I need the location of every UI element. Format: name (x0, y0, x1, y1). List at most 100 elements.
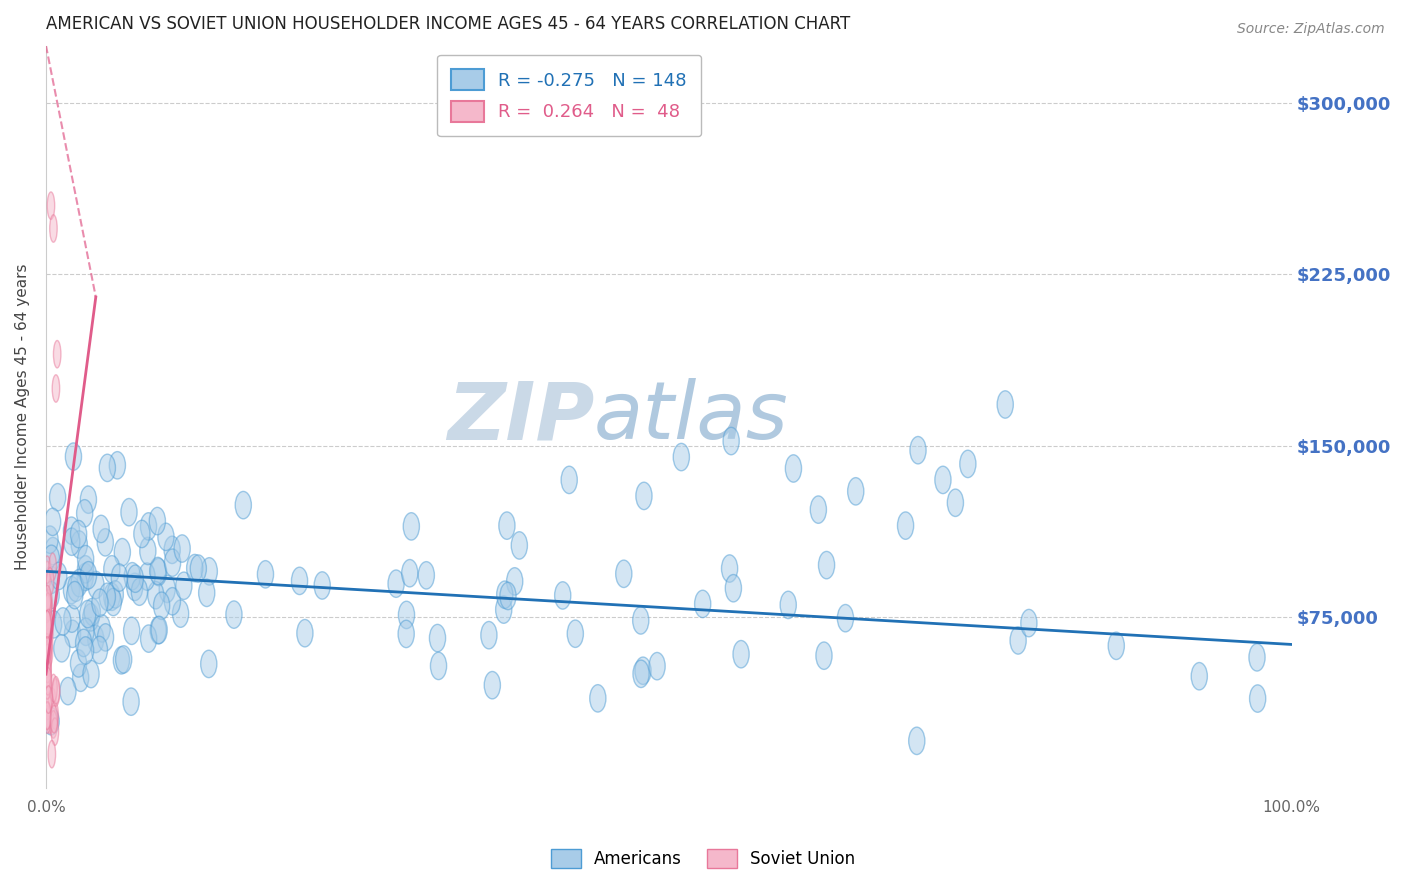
Ellipse shape (45, 508, 60, 535)
Ellipse shape (723, 427, 740, 455)
Ellipse shape (633, 607, 648, 634)
Ellipse shape (198, 579, 215, 607)
Ellipse shape (418, 562, 434, 589)
Ellipse shape (910, 436, 927, 464)
Ellipse shape (44, 582, 59, 609)
Ellipse shape (650, 652, 665, 680)
Ellipse shape (51, 562, 67, 590)
Ellipse shape (148, 582, 165, 609)
Ellipse shape (44, 556, 51, 583)
Ellipse shape (80, 562, 97, 589)
Ellipse shape (997, 391, 1014, 418)
Ellipse shape (149, 558, 166, 584)
Ellipse shape (725, 574, 741, 602)
Ellipse shape (44, 672, 51, 699)
Ellipse shape (291, 567, 308, 595)
Ellipse shape (235, 491, 252, 519)
Ellipse shape (636, 657, 651, 684)
Ellipse shape (80, 486, 97, 514)
Ellipse shape (77, 618, 94, 646)
Ellipse shape (174, 535, 190, 562)
Ellipse shape (150, 558, 167, 586)
Ellipse shape (97, 624, 114, 651)
Ellipse shape (153, 592, 170, 619)
Ellipse shape (52, 375, 59, 402)
Ellipse shape (91, 589, 108, 616)
Ellipse shape (104, 583, 120, 610)
Ellipse shape (1249, 644, 1265, 671)
Ellipse shape (127, 574, 143, 600)
Ellipse shape (63, 528, 80, 556)
Ellipse shape (589, 685, 606, 712)
Ellipse shape (124, 563, 141, 590)
Ellipse shape (1010, 627, 1026, 654)
Ellipse shape (100, 583, 115, 610)
Ellipse shape (107, 581, 124, 608)
Ellipse shape (44, 585, 51, 613)
Ellipse shape (838, 605, 853, 632)
Ellipse shape (124, 617, 139, 645)
Ellipse shape (496, 596, 512, 624)
Ellipse shape (100, 454, 115, 482)
Ellipse shape (94, 615, 110, 642)
Ellipse shape (44, 595, 51, 623)
Ellipse shape (506, 567, 523, 595)
Ellipse shape (45, 628, 52, 656)
Y-axis label: Householder Income Ages 45 - 64 years: Householder Income Ages 45 - 64 years (15, 264, 30, 570)
Ellipse shape (122, 688, 139, 715)
Ellipse shape (165, 549, 180, 576)
Ellipse shape (44, 561, 51, 589)
Ellipse shape (44, 650, 51, 678)
Ellipse shape (141, 625, 156, 652)
Ellipse shape (93, 516, 110, 542)
Ellipse shape (44, 591, 51, 618)
Ellipse shape (187, 554, 202, 582)
Ellipse shape (48, 740, 56, 768)
Ellipse shape (49, 215, 58, 243)
Ellipse shape (512, 532, 527, 559)
Ellipse shape (44, 593, 52, 621)
Ellipse shape (398, 601, 415, 629)
Ellipse shape (45, 686, 52, 714)
Ellipse shape (66, 582, 83, 609)
Ellipse shape (44, 667, 52, 695)
Ellipse shape (110, 451, 125, 479)
Ellipse shape (388, 570, 404, 598)
Ellipse shape (897, 512, 914, 540)
Ellipse shape (44, 706, 51, 733)
Ellipse shape (314, 572, 330, 599)
Ellipse shape (960, 450, 976, 477)
Ellipse shape (44, 613, 51, 640)
Ellipse shape (430, 652, 447, 680)
Ellipse shape (786, 455, 801, 483)
Ellipse shape (104, 556, 120, 583)
Ellipse shape (398, 620, 415, 648)
Ellipse shape (115, 646, 132, 673)
Ellipse shape (84, 599, 100, 625)
Ellipse shape (44, 566, 59, 593)
Ellipse shape (77, 545, 94, 573)
Ellipse shape (77, 637, 94, 665)
Ellipse shape (633, 660, 650, 688)
Ellipse shape (561, 467, 578, 493)
Text: ZIP: ZIP (447, 378, 595, 456)
Ellipse shape (76, 500, 93, 527)
Ellipse shape (45, 618, 53, 645)
Ellipse shape (496, 581, 513, 608)
Ellipse shape (157, 523, 174, 550)
Ellipse shape (65, 443, 82, 470)
Ellipse shape (948, 489, 963, 516)
Ellipse shape (55, 607, 70, 635)
Ellipse shape (46, 567, 53, 595)
Ellipse shape (149, 508, 166, 535)
Ellipse shape (73, 664, 89, 691)
Ellipse shape (44, 611, 51, 639)
Ellipse shape (77, 556, 94, 583)
Ellipse shape (51, 702, 59, 729)
Ellipse shape (45, 609, 52, 637)
Ellipse shape (141, 513, 156, 541)
Ellipse shape (83, 660, 100, 688)
Ellipse shape (818, 551, 835, 579)
Ellipse shape (134, 520, 150, 548)
Ellipse shape (139, 563, 155, 591)
